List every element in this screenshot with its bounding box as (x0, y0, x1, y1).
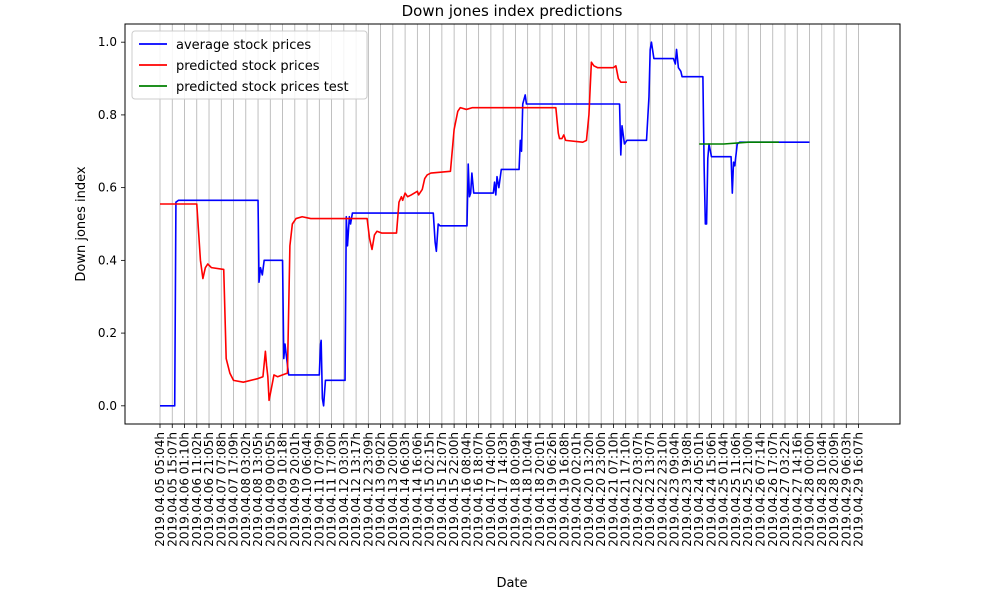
y-tick-label: 0.6 (98, 181, 117, 195)
x-tick-label: 2019.04.28 10:04h (815, 432, 829, 547)
x-tick-label: 2019.04.05 05:04h (153, 432, 167, 547)
x-tick-label: 2019.04.23 09:04h (668, 432, 682, 547)
x-tick-label: 2019.04.28 20:09h (827, 432, 841, 547)
x-tick-label: 2019.04.15 12:07h (435, 432, 449, 547)
x-tick-label: 2019.04.29 16:07h (852, 432, 866, 547)
chart-title: Down jones index predictions (402, 2, 623, 20)
x-tick-label: 2019.04.19 06:26h (545, 432, 559, 547)
legend-label: predicted stock prices (176, 59, 320, 74)
series-line (160, 61, 627, 402)
x-tick-label: 2019.04.23 19:08h (680, 432, 694, 547)
x-tick-label: 2019.04.21 07:10h (606, 432, 620, 547)
x-tick-label: 2019.04.11 07:09h (312, 432, 326, 547)
y-axis: 0.0 0.2 0.4 0.6 0.8 1.0 (98, 35, 125, 413)
series-line (160, 41, 810, 407)
series-layer (160, 41, 810, 407)
y-tick-label: 0.2 (98, 326, 117, 340)
x-tick-label: 2019.04.24 15:06h (704, 432, 718, 547)
x-tick-label: 2019.04.21 17:10h (619, 432, 633, 547)
x-tick-label: 2019.04.19 16:08h (557, 432, 571, 547)
x-axis-label: Date (496, 576, 527, 591)
x-tick-label: 2019.04.09 00:05h (263, 432, 277, 547)
x-tick-label: 2019.04.16 08:04h (459, 432, 473, 547)
x-tick-label: 2019.04.28 00:00h (803, 432, 817, 547)
x-tick-label: 2019.04.20 13:20h (582, 432, 596, 547)
x-tick-label: 2019.04.13 20:00h (386, 432, 400, 547)
x-tick-label: 2019.04.20 02:01h (570, 432, 584, 547)
x-tick-label: 2019.04.27 03:22h (778, 432, 792, 547)
x-tick-label: 2019.04.06 01:10h (178, 432, 192, 547)
x-tick-label: 2019.04.15 22:00h (447, 432, 461, 547)
x-tick-label: 2019.04.12 13:17h (349, 432, 363, 547)
legend-label: average stock prices (176, 38, 311, 53)
x-tick-label: 2019.04.17 14:03h (496, 432, 510, 547)
x-tick-label: 2019.04.22 23:10h (655, 432, 669, 547)
x-tick-label: 2019.04.13 09:02h (374, 432, 388, 547)
x-tick-label: 2019.04.25 01:04h (717, 432, 731, 547)
x-tick-label: 2019.04.08 03:02h (239, 432, 253, 547)
x-tick-label: 2019.04.07 17:09h (227, 432, 241, 547)
x-tick-label: 2019.04.14 16:06h (410, 432, 424, 547)
x-tick-label: 2019.04.29 06:03h (839, 432, 853, 547)
x-tick-label: 2019.04.18 20:01h (533, 432, 547, 547)
x-tick-label: 2019.04.22 03:07h (631, 432, 645, 547)
series-line (699, 141, 779, 145)
legend-box (131, 30, 368, 100)
x-tick-label: 2019.04.09 20:01h (288, 432, 302, 547)
y-tick-label: 0.4 (98, 253, 117, 267)
x-tick-label: 2019.04.25 21:00h (741, 432, 755, 547)
x-tick-label: 2019.04.24 05:01h (692, 432, 706, 547)
y-tick-label: 0.8 (98, 108, 117, 122)
x-tick-label: 2019.04.11 17:00h (325, 432, 339, 547)
x-tick-label: 2019.04.22 13:07h (643, 432, 657, 547)
y-tick-label: 1.0 (98, 35, 117, 49)
x-tick-label: 2019.04.08 13:05h (251, 432, 265, 547)
legend: average stock prices predicted stock pric… (131, 30, 368, 100)
legend-label: predicted stock prices test (176, 80, 349, 95)
x-tick-label: 2019.04.09 10:18h (276, 432, 290, 547)
x-tick-label: 2019.04.10 06:04h (300, 432, 314, 547)
x-tick-label: 2019.04.16 18:07h (472, 432, 486, 547)
x-tick-label: 2019.04.15 02:15h (423, 432, 437, 547)
y-axis-label: Down jones index (74, 166, 89, 282)
x-tick-label: 2019.04.06 21:05h (202, 432, 216, 547)
x-tick-label: 2019.04.14 06:03h (398, 432, 412, 547)
x-tick-label: 2019.04.18 00:09h (508, 432, 522, 547)
x-tick-label: 2019.04.12 03:03h (337, 432, 351, 547)
x-tick-label: 2019.04.20 23:00h (594, 432, 608, 547)
x-tick-label: 2019.04.25 11:06h (729, 432, 743, 547)
x-tick-label: 2019.04.17 04:00h (484, 432, 498, 547)
x-tick-label: 2019.04.12 23:09h (361, 432, 375, 547)
plot-frame (124, 23, 901, 425)
x-tick-label: 2019.04.06 11:02h (190, 432, 204, 547)
y-tick-label: 0.0 (98, 399, 117, 413)
x-tick-label: 2019.04.27 14:16h (790, 432, 804, 547)
x-tick-label: 2019.04.07 07:08h (214, 432, 228, 547)
x-tick-label: 2019.04.26 17:07h (766, 432, 780, 547)
x-tick-label: 2019.04.18 10:04h (521, 432, 535, 547)
x-tick-label: 2019.04.26 07:14h (753, 432, 767, 547)
x-tick-label: 2019.04.05 15:07h (165, 432, 179, 547)
